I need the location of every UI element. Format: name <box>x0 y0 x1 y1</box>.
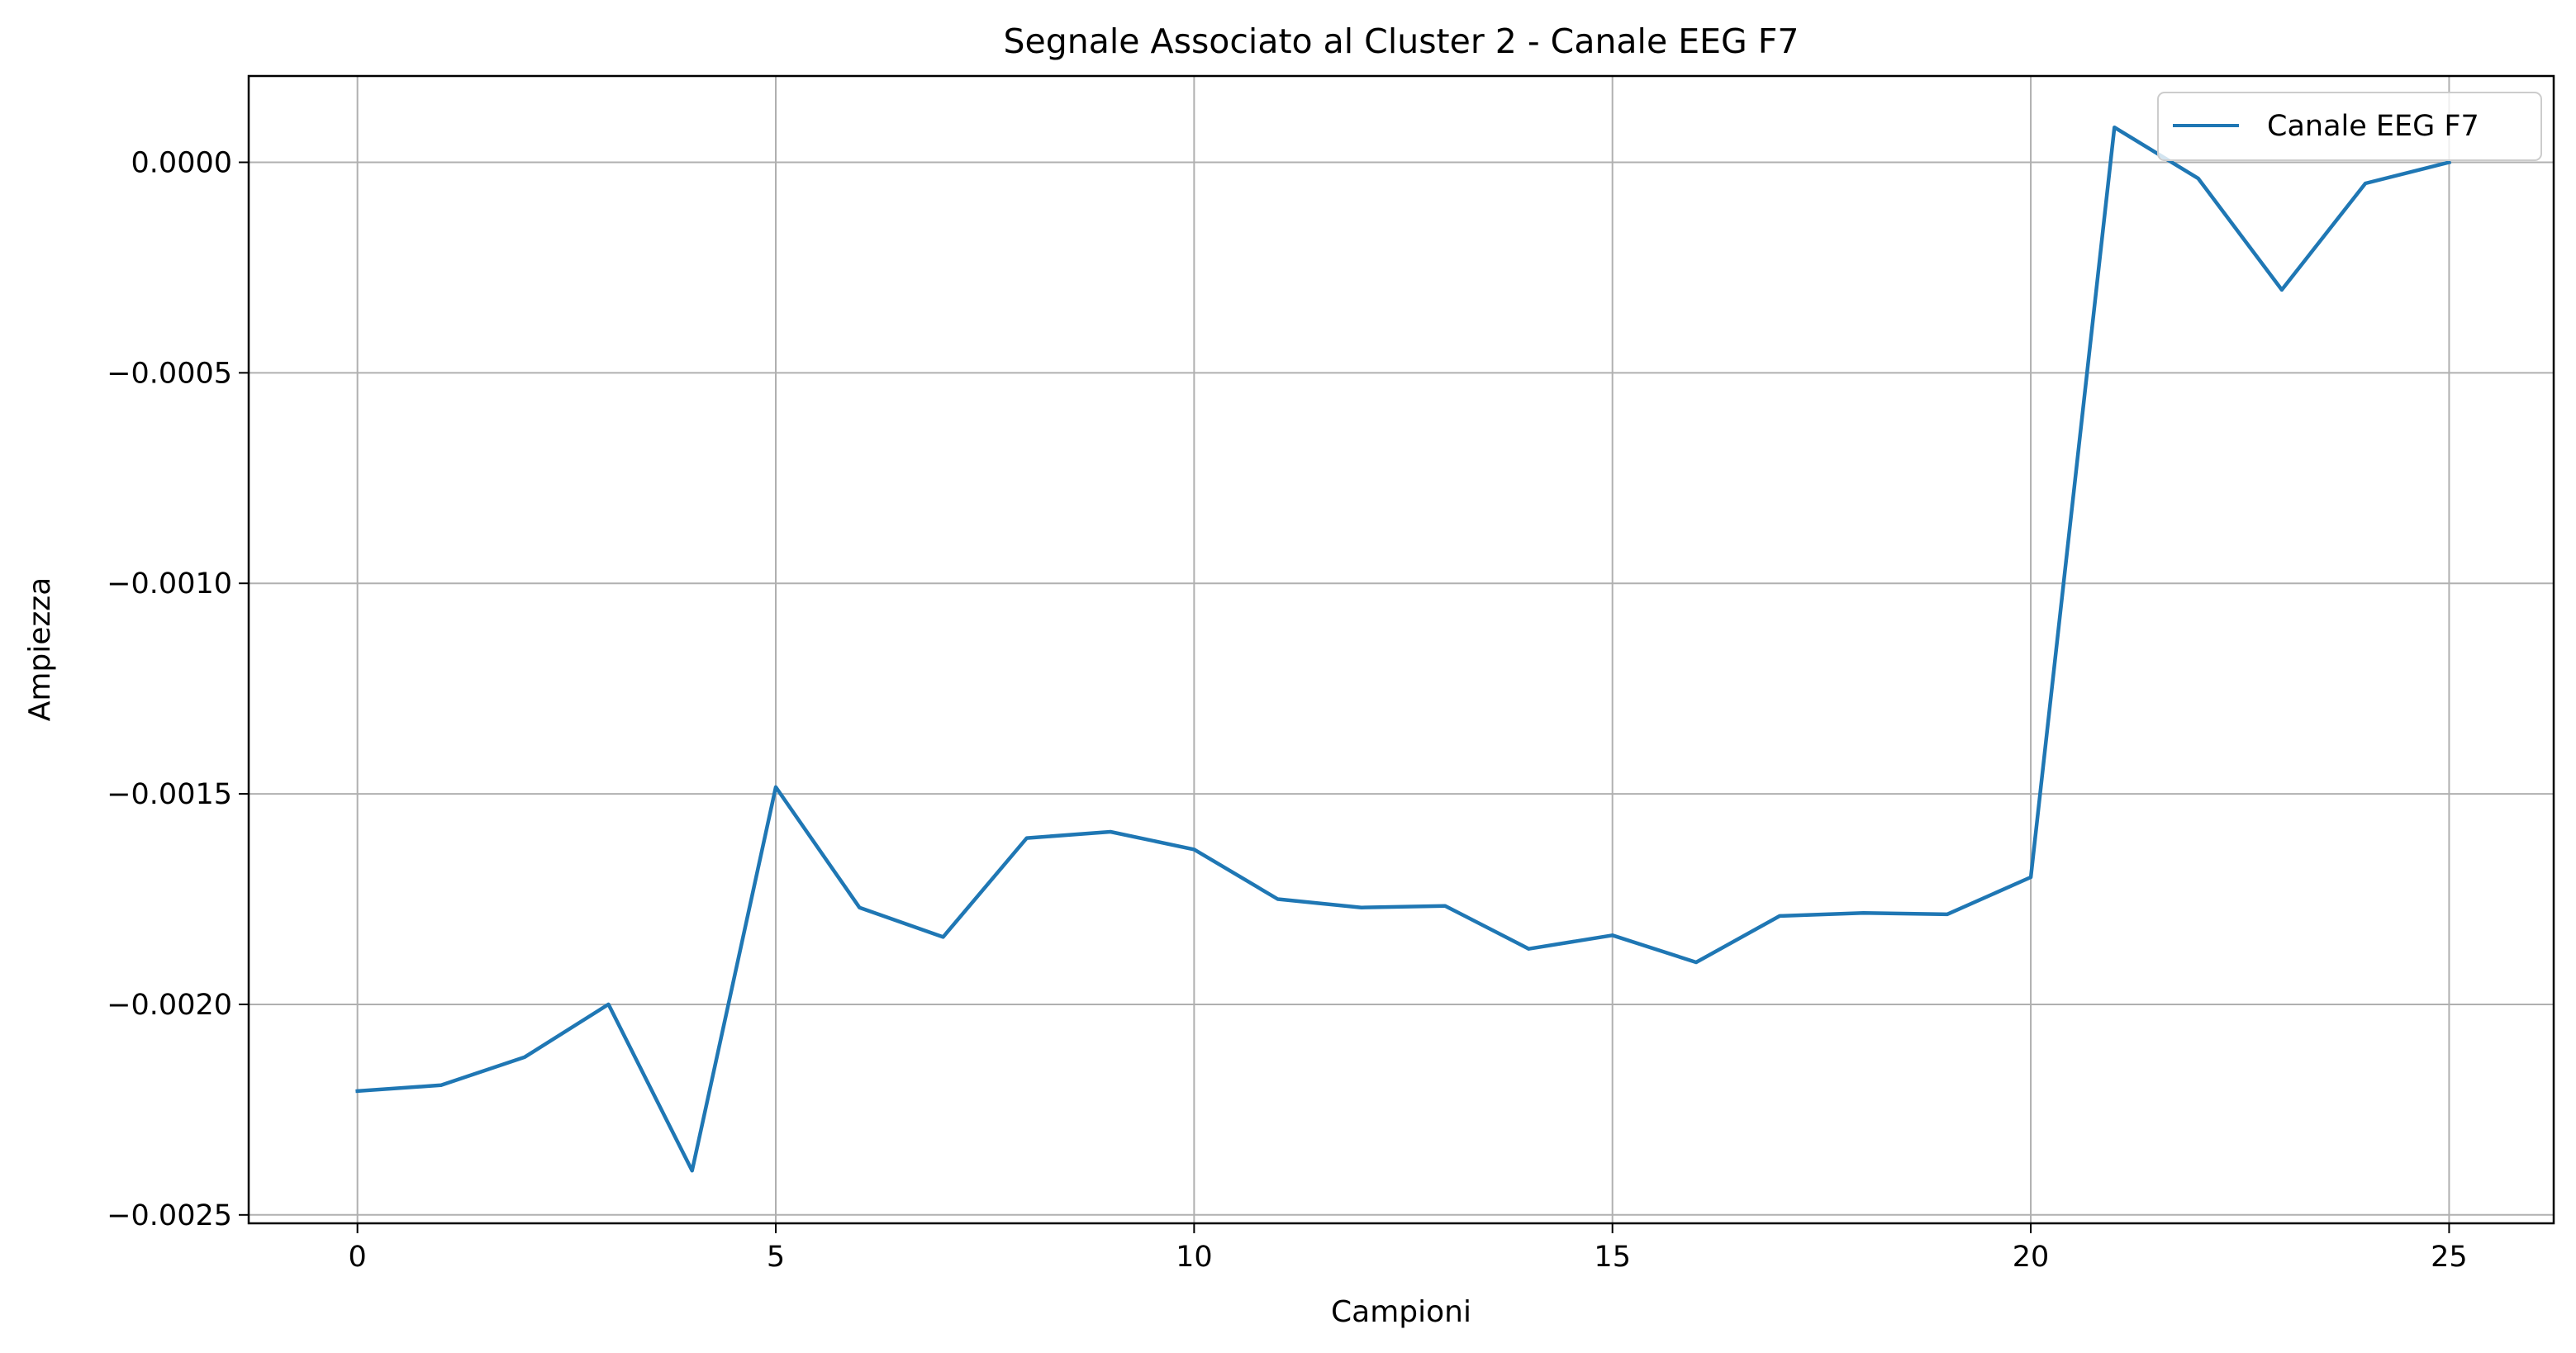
chart-title: Segnale Associato al Cluster 2 - Canale … <box>1004 21 1799 61</box>
x-tick-label: 10 <box>1176 1241 1213 1274</box>
y-tick-label: −0.0005 <box>107 357 232 390</box>
y-tick-label: −0.0020 <box>107 989 232 1022</box>
y-axis-label: Ampiezza <box>23 577 57 722</box>
x-tick-label: 15 <box>1594 1241 1631 1274</box>
legend: Canale EEG F7 <box>2157 92 2542 161</box>
series-layer <box>355 125 2452 1173</box>
x-axis-label: Campioni <box>1331 1295 1471 1329</box>
plot-frame <box>247 74 2555 1225</box>
y-tick-label: −0.0015 <box>107 778 232 811</box>
y-tick-label: 0.0000 <box>131 146 232 179</box>
y-tick-label: −0.0025 <box>107 1199 232 1232</box>
legend-label: Canale EEG F7 <box>2267 110 2479 143</box>
ticks: 0 5 10 15 20 25 0.0000 −0.0005 −0.0010 −0.0015 −0.… <box>107 146 2467 1274</box>
x-tick-label: 5 <box>767 1241 785 1274</box>
x-tick-label: 20 <box>2013 1241 2050 1274</box>
y-tick-label: −0.0010 <box>107 567 232 601</box>
series-line <box>355 125 2452 1173</box>
x-tick-label: 0 <box>349 1241 367 1274</box>
grid <box>249 76 2554 1223</box>
x-tick-label: 25 <box>2431 1241 2468 1274</box>
legend-box <box>2157 92 2542 161</box>
